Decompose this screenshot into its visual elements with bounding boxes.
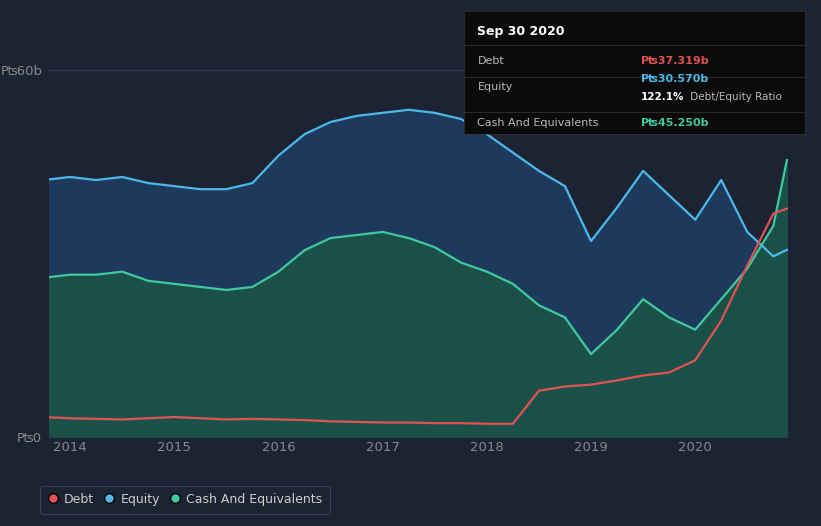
Text: Debt/Equity Ratio: Debt/Equity Ratio <box>687 92 782 102</box>
Text: ₧30.570b: ₧30.570b <box>641 74 709 84</box>
Text: Cash And Equivalents: Cash And Equivalents <box>478 118 599 128</box>
Text: Equity: Equity <box>478 82 513 92</box>
Text: 122.1%: 122.1% <box>641 92 685 102</box>
Text: ₧37.319b: ₧37.319b <box>641 56 709 66</box>
Text: Debt: Debt <box>478 56 504 66</box>
Legend: Debt, Equity, Cash And Equivalents: Debt, Equity, Cash And Equivalents <box>40 485 330 514</box>
Text: ₧45.250b: ₧45.250b <box>641 118 709 128</box>
Text: Sep 30 2020: Sep 30 2020 <box>478 25 565 38</box>
